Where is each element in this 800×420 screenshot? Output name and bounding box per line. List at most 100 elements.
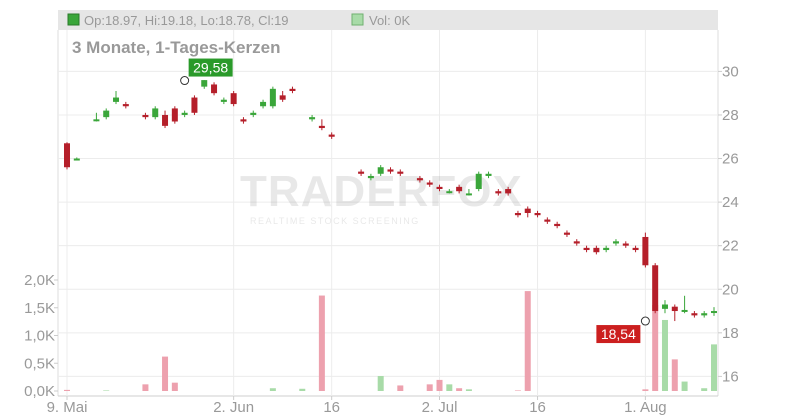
- price-tick-label: 22: [722, 238, 739, 255]
- volume-bar: [456, 388, 463, 391]
- candle-body: [152, 108, 159, 118]
- volume-tick-label: 0,0K: [24, 383, 55, 400]
- candle-body: [93, 119, 100, 122]
- volume-tick-label: 1,5K: [24, 300, 55, 317]
- volume-bar: [514, 390, 521, 391]
- markers: 29,58 18,54: [180, 58, 650, 344]
- candle-body: [465, 193, 472, 196]
- candle-body: [554, 223, 561, 227]
- candle-body: [573, 241, 580, 244]
- volume-bar: [711, 344, 717, 391]
- candle-body: [240, 119, 247, 122]
- volume-bar: [671, 359, 678, 391]
- high-label-box: [188, 58, 233, 77]
- volume-bar: [436, 379, 443, 391]
- candle-body: [260, 101, 267, 107]
- price-tick-label: 30: [722, 63, 739, 80]
- time-tick-label: 2. Jun: [213, 399, 254, 416]
- candle-body: [652, 265, 659, 312]
- volume-bar: [142, 384, 149, 391]
- candle-body: [211, 84, 218, 94]
- high-marker-circle: [180, 76, 190, 86]
- volume-bar: [299, 388, 306, 391]
- candle-body: [701, 313, 708, 316]
- candle-body: [681, 309, 688, 312]
- candle-body: [612, 241, 619, 244]
- ohlc-legend-text: Op:18.97, Hi:19.18, Lo:18.78, Cl:19: [84, 13, 289, 28]
- candle-body: [387, 169, 394, 172]
- candle-body: [73, 158, 80, 161]
- volume-bar: [661, 319, 668, 391]
- volume-bar: [446, 384, 453, 391]
- volume-bar: [397, 385, 404, 391]
- candle-body: [250, 112, 257, 115]
- volume-legend-text: Vol: 0K: [369, 13, 411, 28]
- time-tick-label: 16: [323, 399, 340, 416]
- candle-body: [103, 110, 110, 118]
- chart-title: 3 Monate, 1-Tages-Kerzen: [72, 38, 280, 57]
- volume-bar: [524, 291, 531, 391]
- grid-lines: [57, 30, 719, 397]
- time-tick-label: 2. Jul: [422, 399, 458, 416]
- candle-body: [642, 236, 649, 266]
- price-tick-label: 28: [722, 107, 739, 124]
- price-tick-label: 18: [722, 325, 739, 342]
- price-tick-label: 16: [722, 368, 739, 385]
- candle-body: [122, 104, 129, 107]
- candle-body: [691, 313, 698, 316]
- candle-body: [544, 219, 551, 222]
- candle-body: [711, 311, 717, 314]
- volume-tick-label: 0,5K: [24, 355, 55, 372]
- candle-body: [671, 306, 678, 312]
- candle-body: [113, 97, 120, 102]
- candle-body: [279, 95, 286, 100]
- low-label-text: 18,54: [601, 326, 636, 342]
- candle-body: [514, 213, 521, 216]
- candle-body: [171, 108, 178, 122]
- time-tick-label: 16: [529, 399, 546, 416]
- volume-bar: [642, 389, 649, 391]
- candle-body: [485, 173, 492, 176]
- candle-body: [201, 80, 208, 87]
- candle-body: [358, 171, 365, 174]
- price-tick-label: 20: [722, 281, 739, 298]
- time-tick-label: 9. Mai: [47, 399, 88, 416]
- price-tick-label: 24: [722, 194, 739, 211]
- low-label-box: [596, 325, 641, 344]
- legend-bar: [58, 10, 718, 30]
- volume-bars: [64, 291, 717, 391]
- candle-body: [563, 232, 570, 235]
- candle-body: [603, 247, 610, 251]
- candle-body: [328, 134, 335, 137]
- candle-body: [475, 173, 482, 190]
- volume-bar: [64, 389, 70, 391]
- volume-bar: [652, 304, 659, 391]
- candle-body: [661, 304, 668, 309]
- candle-body: [593, 247, 600, 253]
- candle-body: [230, 93, 237, 105]
- candle-body: [426, 182, 433, 185]
- candle-body: [524, 208, 531, 213]
- candle-body: [456, 186, 463, 192]
- volume-bar: [162, 356, 169, 391]
- volume-bar: [103, 390, 110, 391]
- volume-bar: [701, 388, 708, 391]
- volume-bar: [377, 376, 384, 391]
- candle-body: [318, 125, 325, 129]
- candle-body: [220, 99, 227, 102]
- candle-body: [416, 178, 423, 181]
- volume-legend-swatch: [351, 13, 364, 26]
- candle-body: [191, 97, 198, 113]
- volume-tick-label: 2,0K: [24, 272, 55, 289]
- candle-body: [309, 117, 316, 120]
- candle-body: [534, 213, 541, 216]
- candle-body: [142, 114, 149, 118]
- volume-bar: [465, 389, 472, 391]
- candle-body: [289, 88, 296, 91]
- candle-body: [495, 191, 502, 194]
- high-label-text: 29,58: [193, 60, 228, 76]
- candle-body: [181, 112, 188, 115]
- candle-body: [622, 243, 629, 246]
- candle-body: [367, 175, 374, 179]
